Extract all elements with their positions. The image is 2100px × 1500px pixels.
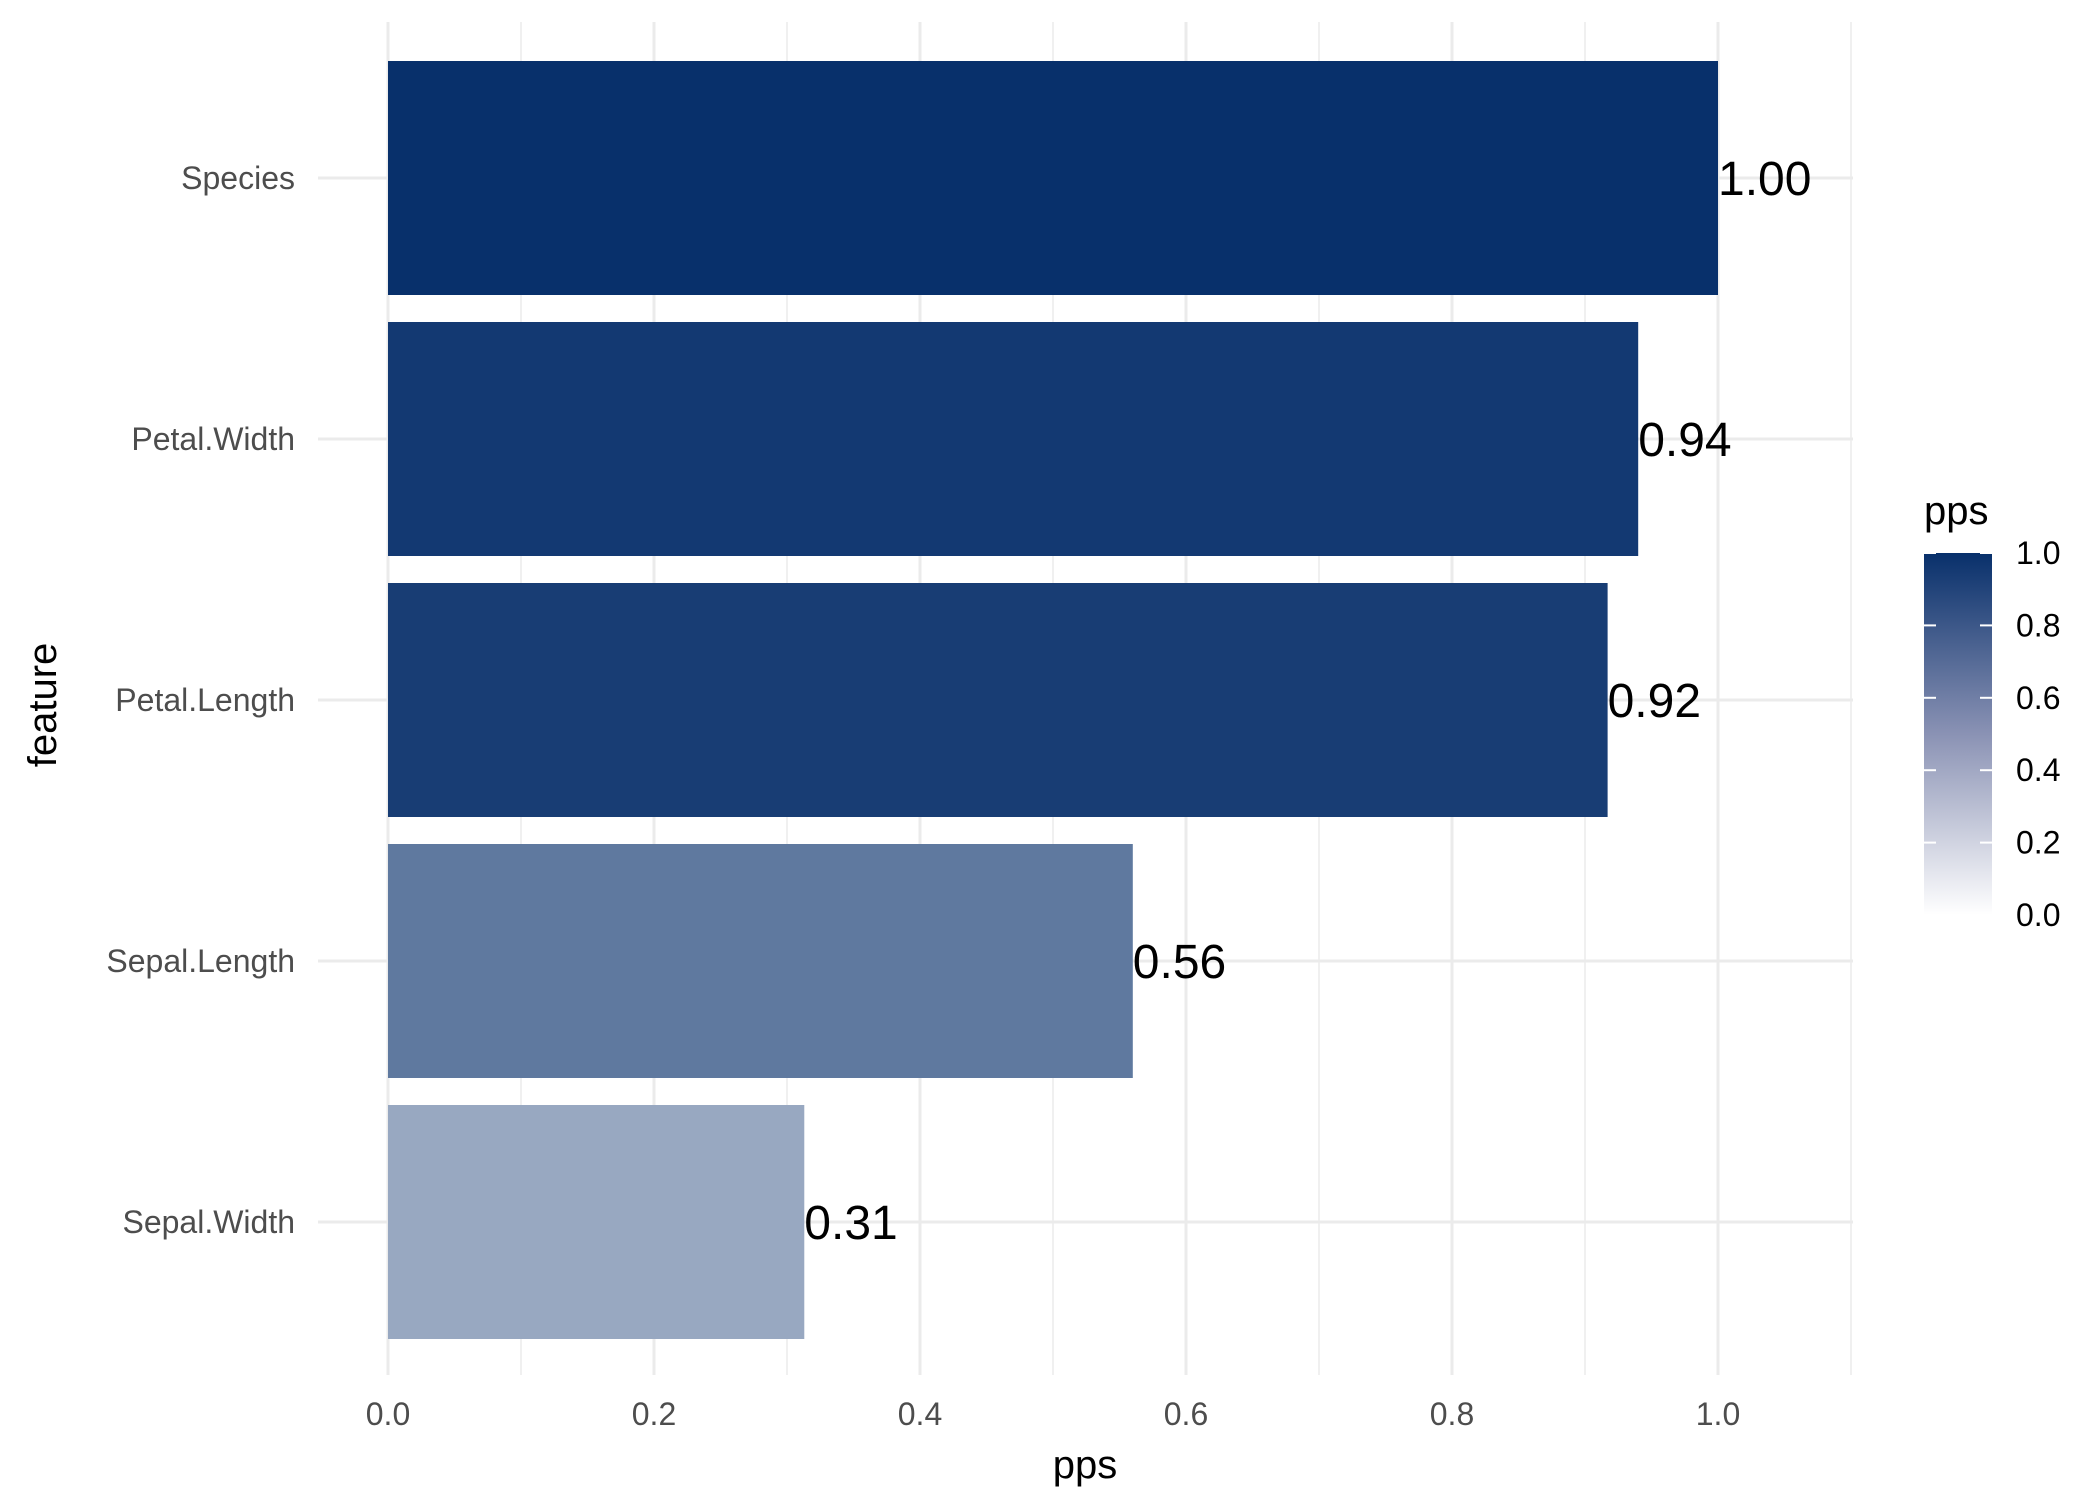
y-axis-tick-labels: Species Petal.Width Petal.Length Sepal.Leng… bbox=[106, 160, 295, 1240]
legend-label: 0.8 bbox=[2016, 607, 2060, 643]
data-label: 1.00 bbox=[1718, 153, 1811, 206]
data-label: 0.56 bbox=[1133, 936, 1226, 989]
bar-petal-width bbox=[388, 322, 1639, 556]
legend-label: 0.2 bbox=[2016, 825, 2060, 861]
y-tick-label: Sepal.Width bbox=[122, 1204, 295, 1240]
x-tick-label: 0.4 bbox=[898, 1396, 942, 1432]
legend-colorbar bbox=[1924, 553, 1992, 915]
bar-sepal-length bbox=[388, 844, 1133, 1078]
legend-label: 1.0 bbox=[2016, 535, 2060, 571]
x-tick-label: 0.0 bbox=[366, 1396, 410, 1432]
x-tick-label: 0.6 bbox=[1164, 1396, 1208, 1432]
y-tick-label: Petal.Width bbox=[131, 421, 295, 457]
y-axis-title: feature bbox=[21, 643, 65, 768]
x-tick-label: 0.2 bbox=[632, 1396, 676, 1432]
data-label: 0.94 bbox=[1638, 414, 1731, 467]
data-label: 0.31 bbox=[804, 1197, 897, 1250]
y-tick-label: Species bbox=[181, 160, 295, 196]
bars bbox=[388, 61, 1718, 1339]
x-axis-tick-labels: 0.0 0.2 0.4 0.6 0.8 1.0 bbox=[366, 1396, 1740, 1432]
x-axis-title: pps bbox=[1053, 1443, 1118, 1487]
legend-label: 0.4 bbox=[2016, 752, 2060, 788]
bar-sepal-width bbox=[388, 1105, 805, 1339]
legend-label: 0.0 bbox=[2016, 897, 2060, 933]
legend-title: pps bbox=[1924, 489, 1989, 533]
data-labels: 1.00 0.94 0.92 0.56 0.31 bbox=[804, 153, 1811, 1250]
color-legend: pps 1.0 0.8 0.6 0.4 0.2 0.0 bbox=[1924, 489, 2060, 933]
legend-label: 0.6 bbox=[2016, 680, 2060, 716]
y-tick-label: Sepal.Length bbox=[106, 943, 295, 979]
x-tick-label: 1.0 bbox=[1696, 1396, 1740, 1432]
bar-petal-length bbox=[388, 583, 1608, 817]
y-tick-label: Petal.Length bbox=[115, 682, 295, 718]
x-tick-label: 0.8 bbox=[1430, 1396, 1474, 1432]
bar-species bbox=[388, 61, 1718, 295]
data-label: 0.92 bbox=[1608, 675, 1701, 728]
